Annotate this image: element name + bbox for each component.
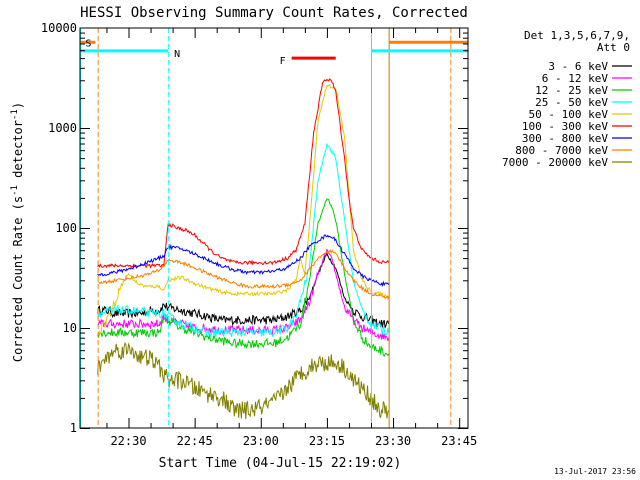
flag-label-N: N: [174, 49, 180, 60]
flag-label-F: F: [280, 56, 286, 67]
legend-label-4: 50 - 100 keV: [529, 108, 609, 121]
plot-frame: [79, 27, 469, 429]
x-tick-label: 23:45: [441, 434, 477, 448]
series-line-6: [97, 234, 390, 287]
legend-label-1: 6 - 12 keV: [542, 72, 609, 85]
chart-title: HESSI Observing Summary Count Rates, Cor…: [80, 5, 468, 21]
legend-header-attenuator: Att 0: [597, 41, 630, 54]
series-layer: [97, 78, 390, 420]
series-line-1: [97, 248, 390, 341]
y-tick-label: 10000: [41, 21, 77, 35]
legend-label-2: 12 - 25 keV: [535, 84, 608, 97]
y-tick-label: 1: [70, 421, 77, 435]
y-tick-label: 1000: [48, 121, 77, 135]
series-line-8: [97, 341, 390, 420]
x-tick-label: 23:15: [309, 434, 345, 448]
legend-label-0: 3 - 6 keV: [548, 60, 608, 73]
series-line-5: [97, 78, 390, 269]
marker-layer: [80, 28, 452, 428]
x-axis-label: Start Time (04-Jul-15 22:19:02): [159, 456, 402, 471]
legend-label-5: 100 - 300 keV: [522, 120, 608, 133]
series-line-3: [97, 142, 390, 338]
legend-label-3: 25 - 50 keV: [535, 96, 608, 109]
flag-label-S: S: [85, 38, 91, 49]
y-tick-label: 10: [63, 321, 77, 335]
series-line-7: [97, 249, 390, 300]
legend-label-8: 7000 - 20000 keV: [502, 156, 608, 169]
y-axis-ticks: 1 10 100 1000 10000: [41, 21, 468, 435]
x-tick-label: 22:45: [177, 434, 213, 448]
x-tick-label: 22:30: [110, 434, 146, 448]
series-line-2: [97, 198, 390, 357]
flag-layer: S N F: [80, 38, 468, 67]
legend-header-detectors: Det 1,3,5,6,7,9,: [524, 29, 630, 42]
legend-label-7: 800 - 7000 keV: [515, 144, 608, 157]
series-line-4: [97, 83, 390, 337]
date-stamp: 13-Jul-2017 23:56: [554, 467, 636, 476]
y-axis-label: Corrected Count Rate (s-1 detector-1): [10, 102, 25, 362]
legend-label-6: 300 - 800 keV: [522, 132, 608, 145]
y-tick-label: 100: [55, 221, 77, 235]
x-tick-label: 23:00: [243, 434, 279, 448]
x-axis-ticks: 22:30 22:45 23:00 23:15 23:30 23:45: [106, 28, 477, 448]
x-tick-label: 23:30: [375, 434, 411, 448]
plot-area: S N F 1 10 100 1000 10000 22:30 22:45 23:00 23:15…: [41, 21, 477, 448]
